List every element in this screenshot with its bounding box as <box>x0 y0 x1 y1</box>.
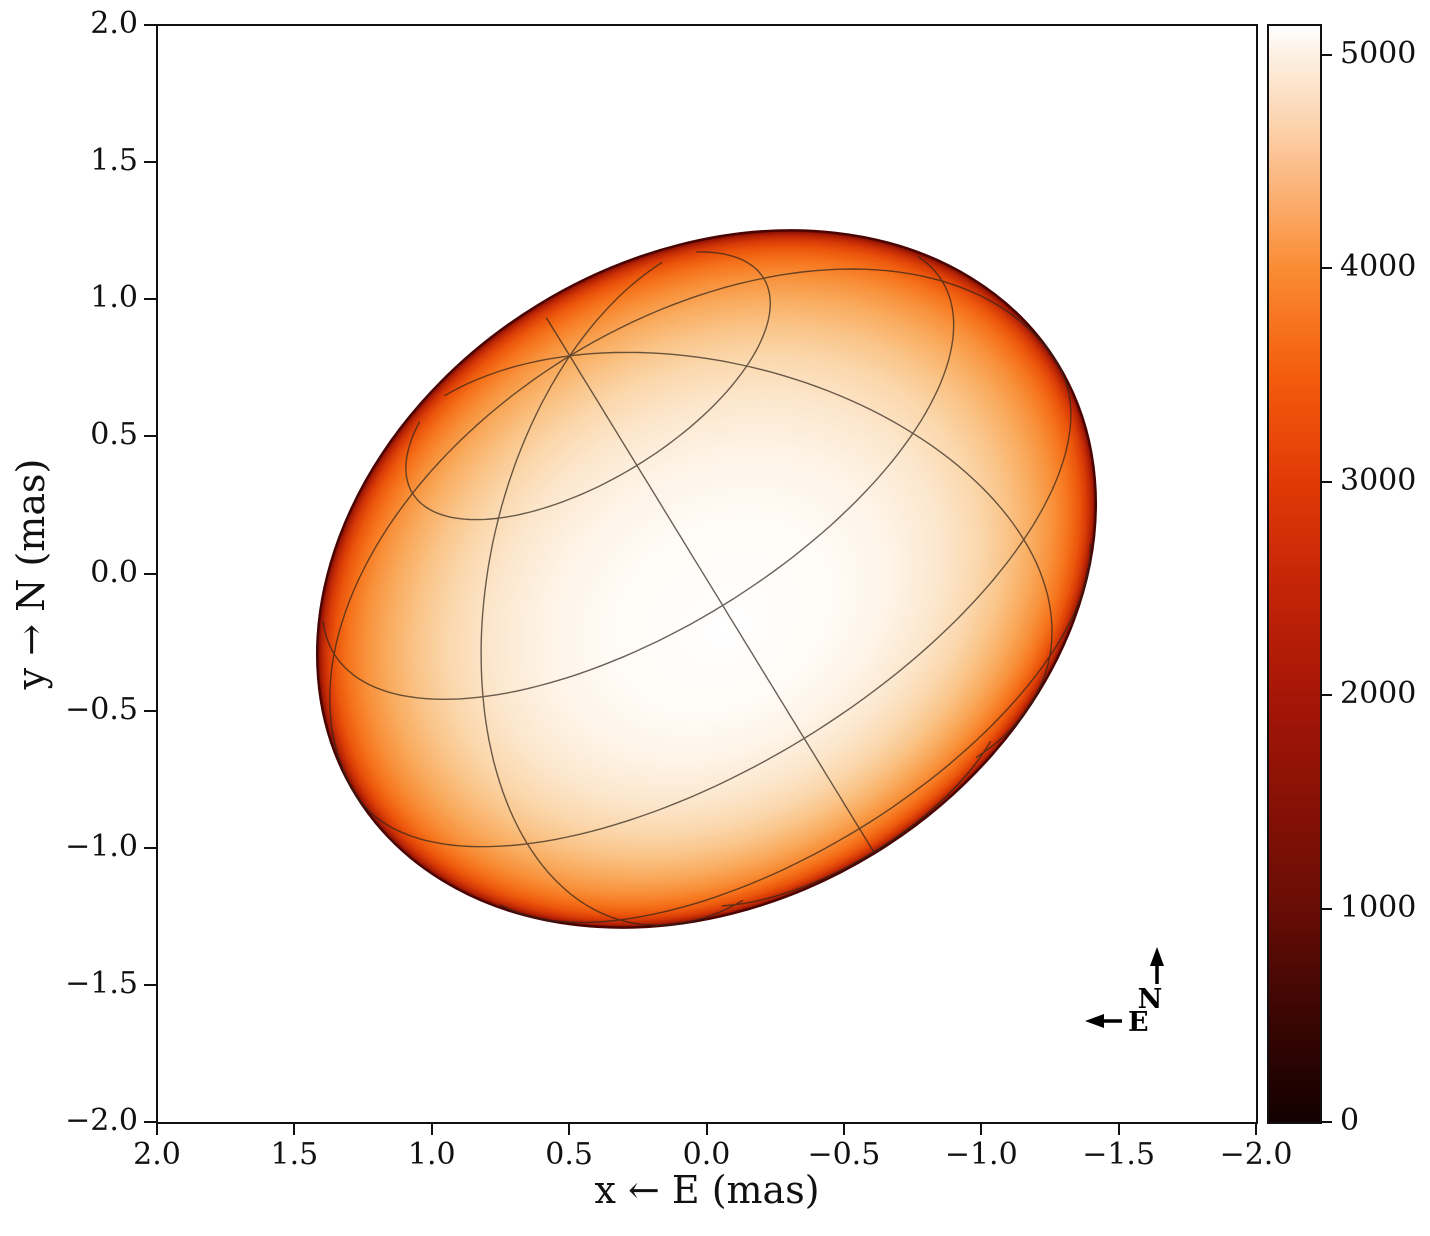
y-tick-mark <box>144 572 156 575</box>
x-tick-label: −2.0 <box>1219 1137 1293 1172</box>
x-tick-label: 1.0 <box>407 1137 456 1172</box>
stellar-surface-grid <box>322 251 1092 927</box>
colorbar-tick-mark <box>1322 907 1332 910</box>
y-tick-label: 1.5 <box>90 143 138 179</box>
y-tick-mark <box>144 161 156 164</box>
x-tick-mark <box>293 1123 296 1135</box>
y-tick-label: 0.0 <box>90 554 138 590</box>
y-tick-label: −1.0 <box>65 828 138 864</box>
y-tick-mark <box>144 709 156 712</box>
x-tick-mark <box>430 1123 433 1135</box>
x-tick-mark <box>705 1123 708 1135</box>
star-surface-map <box>315 229 1098 929</box>
y-tick-label: −0.5 <box>65 691 138 727</box>
colorbar-tick-mark <box>1322 53 1332 56</box>
y-tick-mark <box>144 846 156 849</box>
y-tick-label: 0.5 <box>90 417 138 453</box>
colorbar-tick-label: 2000 <box>1340 676 1417 712</box>
colorbar-tick-label: 4000 <box>1340 249 1417 285</box>
x-tick-label: −1.0 <box>944 1137 1018 1172</box>
x-tick-mark <box>568 1123 571 1135</box>
x-tick-mark <box>980 1123 983 1135</box>
colorbar-tick-label: 3000 <box>1340 462 1417 498</box>
colorbar-tick-mark <box>1322 480 1332 483</box>
colorbar-tick-label: 0 <box>1340 1103 1360 1138</box>
y-tick-mark <box>144 298 156 301</box>
x-tick-label: −1.5 <box>1082 1137 1156 1172</box>
x-tick-label: −0.5 <box>807 1137 881 1172</box>
y-tick-mark <box>144 24 156 26</box>
y-axis-label: y → N (mas) <box>9 458 53 690</box>
y-tick-label: 1.0 <box>90 280 138 316</box>
colorbar-tick-mark <box>1322 267 1332 270</box>
x-tick-label: 2.0 <box>133 1137 181 1172</box>
colorbar-tick-mark <box>1322 694 1332 697</box>
colorbar-tick-label: 5000 <box>1340 35 1417 71</box>
x-tick-label: 0.0 <box>682 1137 731 1172</box>
x-axis-label: x ← E (mas) <box>594 1168 820 1212</box>
y-tick-label: 2.0 <box>90 6 138 41</box>
colorbar-tick-label: 1000 <box>1340 889 1417 925</box>
colorbar-tick-mark <box>1322 1121 1332 1123</box>
x-tick-mark <box>1255 1123 1257 1135</box>
y-tick-mark <box>144 1121 156 1123</box>
y-tick-label: −1.5 <box>65 965 138 1001</box>
x-tick-mark <box>156 1123 158 1135</box>
y-tick-mark <box>144 435 156 438</box>
y-tick-label: −2.0 <box>65 1103 138 1138</box>
x-tick-mark <box>1117 1123 1120 1135</box>
x-tick-label: 1.5 <box>270 1137 319 1172</box>
x-tick-label: 0.5 <box>545 1137 593 1172</box>
colorbar <box>1267 24 1322 1124</box>
y-tick-mark <box>144 983 156 986</box>
x-tick-mark <box>842 1123 845 1135</box>
